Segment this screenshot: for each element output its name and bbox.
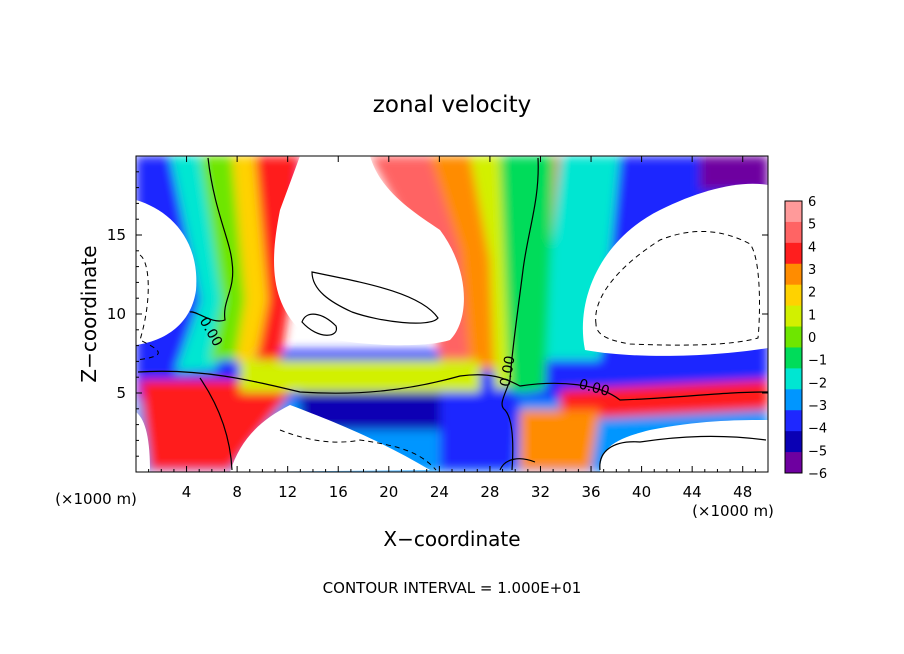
zero-contour-center bbox=[501, 157, 539, 471]
colorbar-label: 2 bbox=[808, 286, 816, 301]
velocity-field bbox=[136, 156, 768, 472]
x-tick-label: 40 bbox=[632, 483, 651, 501]
colorbar-swatch bbox=[785, 368, 802, 390]
chart-title: zonal velocity bbox=[373, 92, 531, 118]
colorbar-swatch bbox=[785, 347, 802, 369]
colorbar-label: 5 bbox=[808, 218, 816, 233]
colorbar-swatch bbox=[785, 326, 802, 348]
colorbar: 6 5 4 3 2 1 0 −1 −2 −3 −4 −5 −6 bbox=[784, 195, 827, 482]
dashed-contour-right bbox=[595, 231, 761, 346]
colorbar-swatch bbox=[785, 305, 802, 328]
y-axis: 5 10 15 bbox=[107, 171, 768, 457]
colorbar-swatch bbox=[785, 452, 802, 474]
calm-region-5 bbox=[600, 420, 768, 472]
contour-label: 0.00 bbox=[577, 376, 611, 400]
x-tick-label: 4 bbox=[182, 483, 192, 501]
colorbar-label: −2 bbox=[808, 376, 827, 391]
zero-contour-left-low bbox=[199, 377, 233, 471]
x-tick-label: 48 bbox=[733, 483, 752, 501]
y-tick-label: 15 bbox=[107, 226, 126, 244]
colorbar-swatch bbox=[785, 201, 802, 223]
x-tick-label: 28 bbox=[480, 483, 499, 501]
zero-contour-left bbox=[189, 157, 234, 322]
colorbar-label: −5 bbox=[808, 444, 827, 459]
x-tick-label: 12 bbox=[278, 483, 297, 501]
x-tick-label: 24 bbox=[430, 483, 449, 501]
positive-contour-oval bbox=[311, 271, 439, 324]
calm-region-6 bbox=[136, 412, 150, 472]
colorbar-label: −1 bbox=[808, 354, 827, 369]
colorbar-swatch bbox=[785, 284, 802, 307]
dashed-contour-bottom bbox=[279, 429, 437, 471]
colorbar-swatch bbox=[785, 263, 802, 286]
calm-region-2 bbox=[136, 200, 197, 345]
contour-interval-note: CONTOUR INTERVAL = 1.000E+01 bbox=[323, 579, 582, 597]
x-unit-label: (×1000 m) bbox=[55, 490, 137, 508]
colorbar-label: 6 bbox=[808, 195, 816, 210]
contour-lines bbox=[137, 157, 768, 471]
dashed-contours bbox=[136, 231, 761, 471]
colorbar-swatch bbox=[785, 242, 802, 265]
x-axis-title: X−coordinate bbox=[383, 527, 520, 551]
x-tick-label: 44 bbox=[683, 483, 702, 501]
colorbar-frame bbox=[784, 200, 803, 474]
colorbar-label: −3 bbox=[808, 399, 827, 414]
y-tick-label: 10 bbox=[107, 305, 126, 323]
colorbar-label: −6 bbox=[808, 467, 827, 482]
colorbar-swatch bbox=[785, 431, 802, 453]
colorbar-swatch bbox=[785, 221, 802, 244]
bottom-contour-mid bbox=[499, 458, 536, 471]
colorbar-swatch bbox=[785, 389, 802, 411]
calm-region-1 bbox=[274, 156, 464, 346]
colorbar-swatch bbox=[785, 410, 802, 432]
calm-region-3 bbox=[582, 183, 768, 356]
x-axis: 4 8 12 16 20 24 28 32 36 40 44 48 bbox=[148, 156, 756, 501]
x-tick-label: 8 bbox=[232, 483, 242, 501]
colorbar-label: 3 bbox=[808, 263, 816, 278]
zero-contour-lower bbox=[137, 370, 768, 401]
contour-label: 0.00 bbox=[497, 355, 518, 388]
x-tick-label: 20 bbox=[379, 483, 398, 501]
colorbar-label: −4 bbox=[808, 422, 827, 437]
colorbar-label: 0 bbox=[808, 331, 816, 346]
plot-area bbox=[136, 156, 768, 472]
colorbar-label: 1 bbox=[808, 308, 816, 323]
x-tick-label: 32 bbox=[531, 483, 550, 501]
calm-region-4 bbox=[230, 405, 430, 472]
calm-regions bbox=[136, 156, 768, 472]
y-axis-title: Z−coordinate bbox=[77, 245, 101, 382]
x-tick-label: 16 bbox=[329, 483, 348, 501]
x-unit-label-right: (×1000 m) bbox=[692, 502, 774, 520]
positive-contour-small bbox=[301, 313, 337, 336]
bottom-contour-right bbox=[599, 435, 767, 471]
y-tick-label: 5 bbox=[116, 384, 126, 402]
x-tick-label: 36 bbox=[581, 483, 600, 501]
colorbar-label: 4 bbox=[808, 240, 816, 255]
